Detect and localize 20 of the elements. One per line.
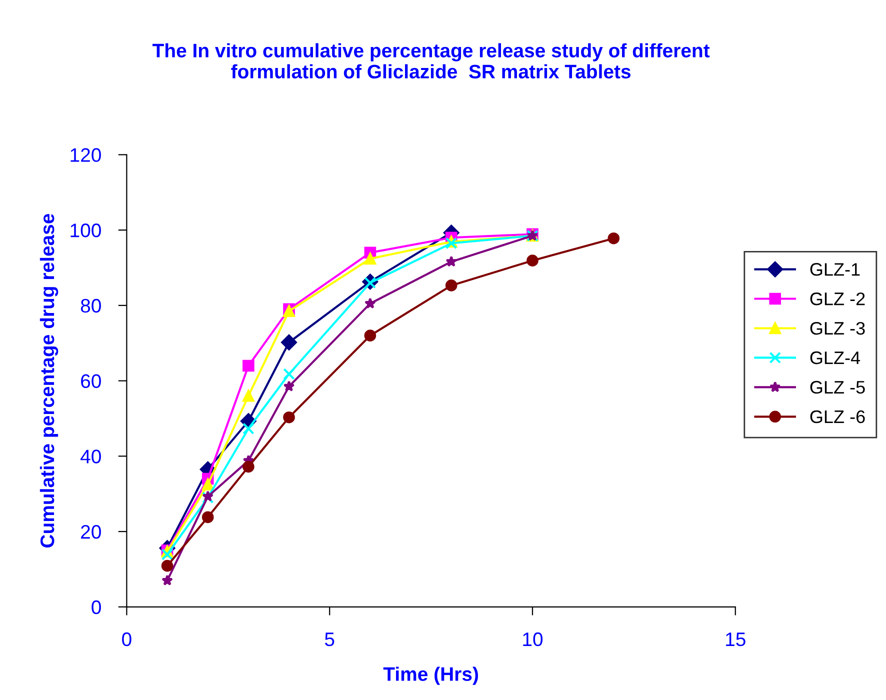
y-tick-label: 120 bbox=[70, 148, 101, 162]
y-tick-label: 80 bbox=[80, 298, 101, 313]
x-tick-label: 10 bbox=[523, 632, 543, 646]
y-tick-label: 20 bbox=[81, 525, 101, 539]
x-axis-title: Time (Hrs) bbox=[383, 666, 478, 685]
y-tick-label: 100 bbox=[70, 224, 101, 238]
y-axis-title: Cumulative percentage drug release bbox=[40, 214, 58, 548]
chart-title: The In vitro cumulative percentage release study of different formulation of Gliclazide SR matrix Tablets bbox=[152, 43, 710, 79]
legend-label: GLZ -2 bbox=[810, 292, 865, 306]
legend-label: GLZ-4 bbox=[810, 351, 860, 364]
x-tick-label: 15 bbox=[726, 632, 746, 646]
x-tick-label: 5 bbox=[324, 632, 334, 646]
y-tick-label: 40 bbox=[80, 450, 101, 464]
legend-label: GLZ-1 bbox=[810, 263, 860, 276]
legend-label: GLZ -3 bbox=[810, 322, 865, 335]
x-tick-label: 0 bbox=[122, 632, 132, 646]
legend-label: GLZ -5 bbox=[810, 380, 865, 394]
y-tick-label: 60 bbox=[81, 374, 101, 388]
legend-label: GLZ -6 bbox=[810, 410, 865, 424]
y-tick-label: 0 bbox=[92, 600, 101, 614]
